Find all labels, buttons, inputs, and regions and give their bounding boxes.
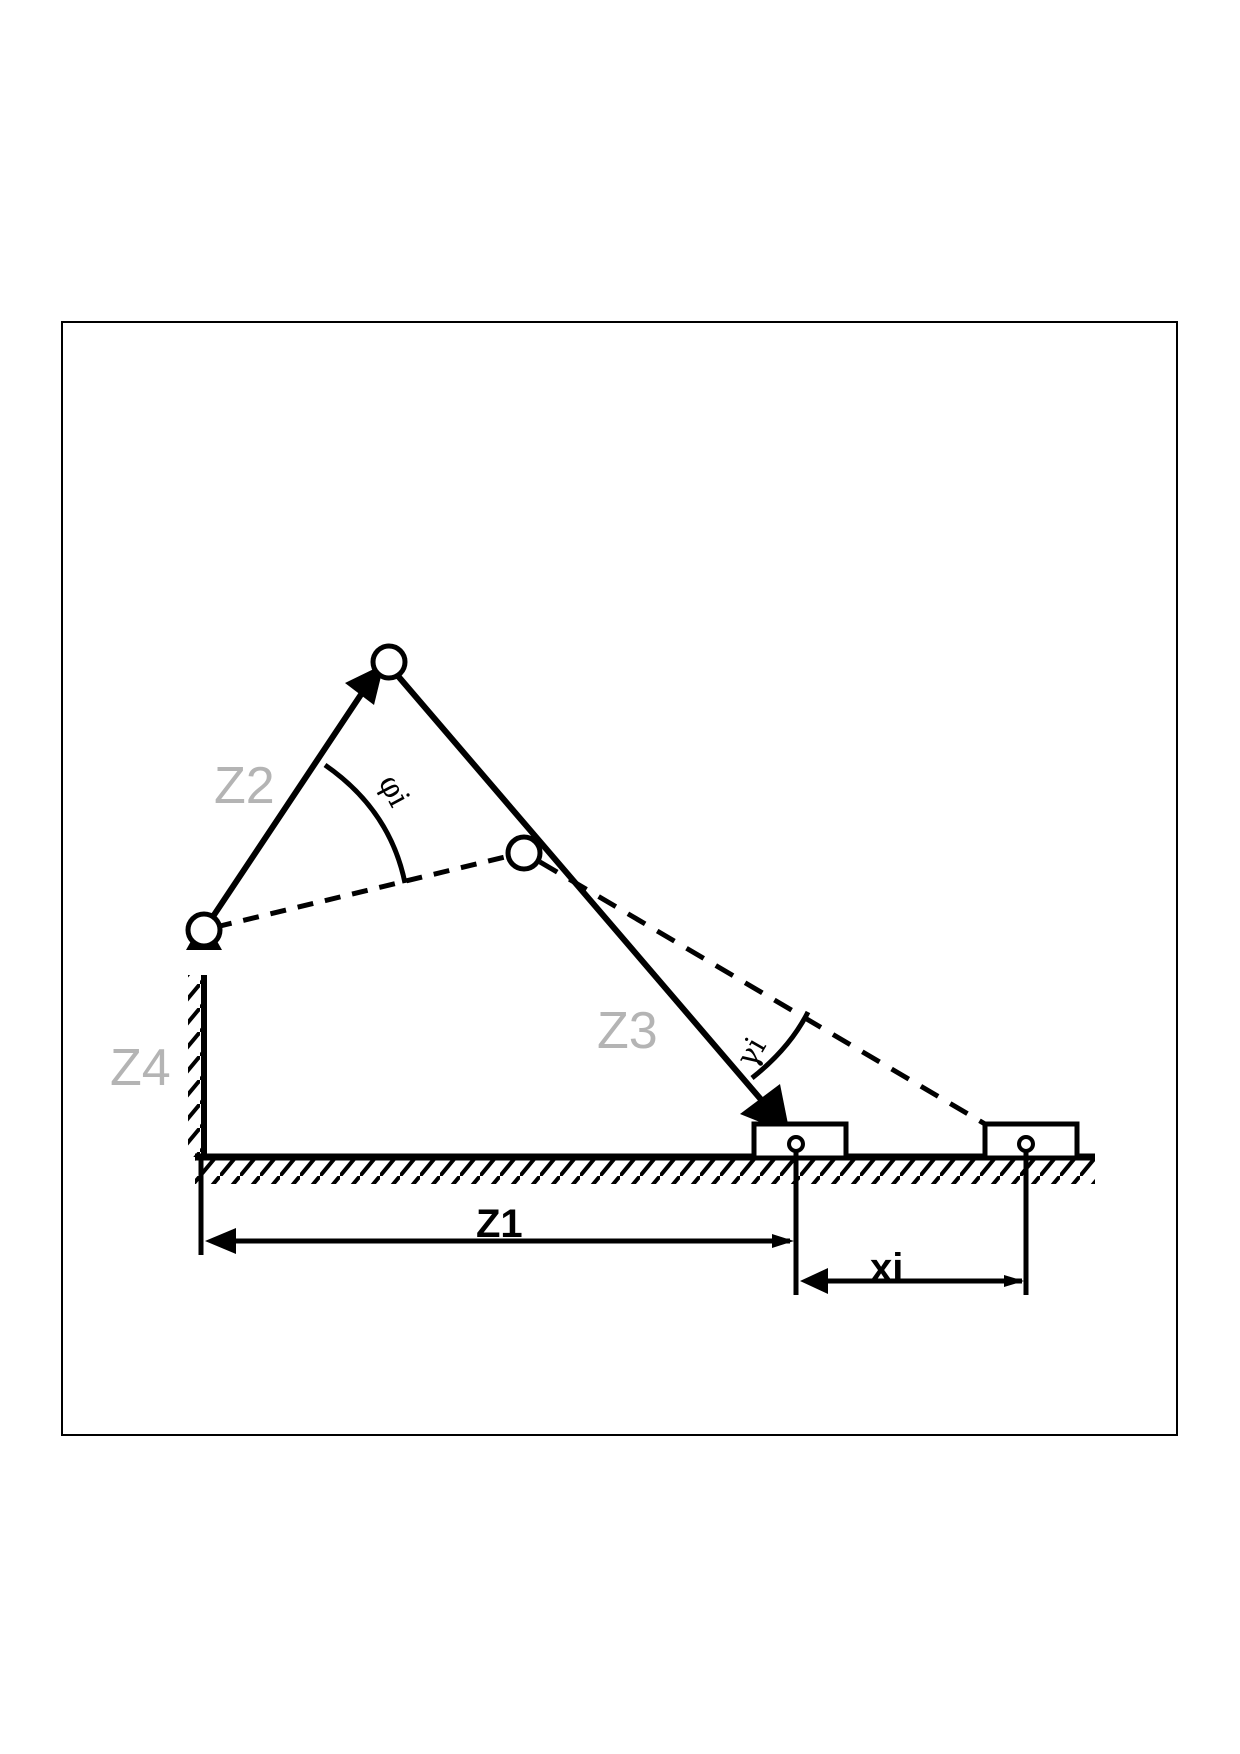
- z1-dimension-arrowhead: [205, 1228, 236, 1254]
- label-z2: Z2: [214, 757, 275, 815]
- label-xi: xi: [870, 1246, 903, 1290]
- diagram-frame: [61, 321, 1178, 1436]
- dashed-link-crank: [215, 854, 506, 930]
- label-phi: φi: [371, 769, 416, 812]
- slider-pin-2: [1017, 1135, 1035, 1153]
- second-position-joint: [505, 834, 543, 872]
- crank-coupler-joint: [370, 643, 408, 681]
- label-z3: Z3: [597, 1002, 658, 1060]
- z2-arrowhead: [345, 664, 384, 705]
- label-z1: Z1: [476, 1202, 523, 1246]
- z1-dimension-arrowhead-right: [772, 1234, 794, 1248]
- ground-pivot-joint: [185, 911, 223, 949]
- label-z4: Z4: [110, 1039, 171, 1097]
- xi-dimension-arrowhead-right: [1004, 1275, 1024, 1287]
- xi-dimension-arrowhead: [800, 1268, 828, 1294]
- wall-hatching: [188, 975, 202, 1157]
- gamma-angle-arc: [750, 1010, 811, 1080]
- ground-hatching: [195, 1158, 1095, 1184]
- z3-link: [395, 674, 773, 1112]
- phi-angle-arc: [323, 762, 408, 884]
- slider-pin-1: [787, 1135, 805, 1153]
- z2-link: [201, 682, 371, 932]
- dashed-link-coupler: [538, 859, 987, 1127]
